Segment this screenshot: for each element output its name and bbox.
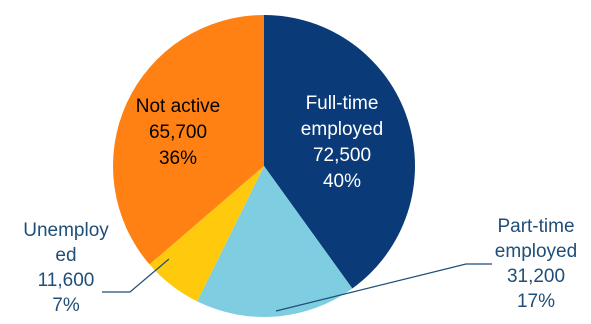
data-label-line: 17% — [517, 291, 555, 312]
data-label-line: Unemploy — [23, 220, 109, 241]
data-label-line: ed — [55, 245, 76, 266]
data-label-line: employed — [495, 241, 577, 262]
data-label-line: 65,700 — [149, 122, 207, 143]
data-label-line: 31,200 — [507, 266, 565, 287]
data-label-line: employed — [301, 119, 383, 140]
data-label-line: 11,600 — [38, 270, 95, 291]
data-label-part-time-employed: Part-time employed 31,200 17% — [495, 216, 577, 312]
data-label-line: 72,500 — [313, 145, 371, 166]
data-label-line: Part-time — [497, 216, 574, 237]
data-label-line: 40% — [323, 171, 361, 192]
data-label-line: Full-time — [306, 93, 379, 114]
data-label-unemployed: Unemploy ed 11,600 7% — [23, 220, 109, 316]
data-label-line: Not active — [136, 96, 220, 117]
data-label-line: 36% — [159, 148, 197, 169]
data-label-line: 7% — [52, 295, 80, 316]
